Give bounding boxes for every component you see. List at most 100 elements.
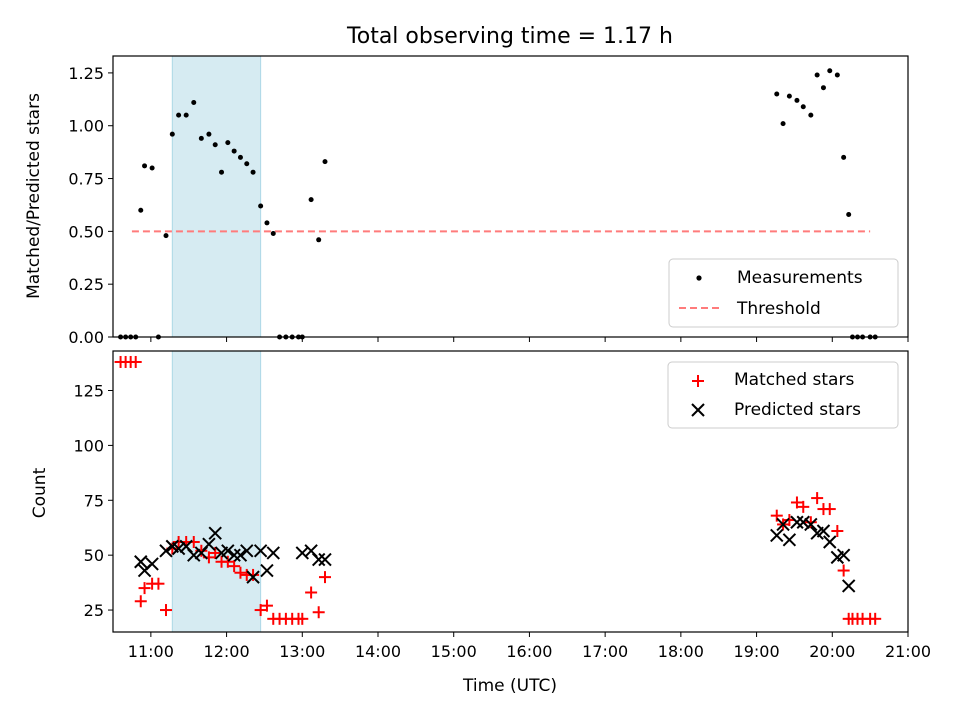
matched-star-point	[797, 500, 810, 513]
matched-star-point	[247, 568, 260, 581]
measurement-point	[322, 159, 328, 165]
measurement-point	[183, 112, 189, 118]
x-tick-label: 14:00	[355, 642, 401, 661]
top-y-tick-label: 1.25	[68, 64, 104, 83]
measurement-point	[827, 68, 833, 74]
matched-star-point	[319, 571, 331, 584]
top-shaded-interval	[171, 55, 262, 338]
measurement-point	[808, 112, 814, 118]
predicted-star-point	[776, 517, 790, 532]
predicted-star-point	[208, 526, 222, 540]
predicted-star-point	[171, 541, 186, 556]
predicted-star-point	[841, 579, 856, 593]
matched-star-point	[228, 560, 241, 573]
bottom-shaded-interval	[171, 350, 262, 633]
matched-star-point	[254, 604, 267, 617]
top-y-tick-label: 0.00	[68, 328, 104, 347]
legend-predicted-marker	[691, 403, 705, 417]
legend-matched-marker	[692, 375, 704, 387]
measurement-point	[231, 148, 237, 154]
matched-star-point	[138, 582, 151, 595]
measurement-point	[834, 72, 840, 78]
bottom-y-tick-label: 100	[73, 436, 104, 455]
x-tick-label: 16:00	[506, 642, 552, 661]
predicted-star-point	[227, 548, 241, 562]
predicted-star-point	[804, 517, 818, 532]
matched-star-point	[823, 503, 836, 516]
matched-star-point	[837, 564, 850, 577]
predicted-star-point	[266, 546, 280, 560]
matched-star-point	[260, 599, 273, 612]
top-y-axis-label: Matched/Predicted stars	[24, 93, 44, 299]
predicted-star-point	[836, 548, 851, 562]
top-y-tick-label: 0.75	[68, 170, 104, 189]
bottom-y-tick-label: 75	[84, 491, 104, 510]
measurement-point	[846, 211, 852, 217]
x-tick-label: 20:00	[809, 642, 855, 661]
predicted-star-point	[770, 528, 784, 543]
measurement-point	[264, 220, 270, 226]
matched-star-point	[296, 612, 309, 625]
measurement-point	[244, 161, 250, 167]
x-tick-label: 11:00	[128, 642, 174, 661]
measurement-point	[258, 203, 264, 209]
top-legend: Measurements Threshold	[668, 258, 899, 328]
bottom-y-tick-label: 50	[84, 546, 104, 565]
predicted-star-point	[134, 555, 148, 569]
legend-measurements-marker	[696, 275, 702, 281]
measurement-point	[206, 131, 212, 137]
matched-star-point	[134, 595, 147, 608]
matched-star-point	[811, 492, 824, 505]
legend-predicted-label: Predicted stars	[734, 400, 861, 420]
measurement-point	[794, 97, 800, 103]
measurement-point	[142, 163, 148, 169]
measurement-point	[308, 197, 314, 203]
legend-matched-label: Matched stars	[734, 370, 854, 390]
measurement-point	[237, 154, 243, 160]
predicted-star-point	[295, 546, 309, 560]
legend-threshold-label: Threshold	[736, 299, 821, 319]
predicted-star-point	[311, 552, 326, 567]
measurement-point	[198, 135, 204, 141]
predicted-star-point	[816, 524, 831, 538]
measurement-point	[163, 233, 169, 239]
matched-star-point	[234, 566, 247, 579]
measurement-point	[250, 169, 256, 175]
x-tick-label: 12:00	[204, 642, 250, 661]
measurement-point	[270, 230, 276, 236]
legend-measurements-label: Measurements	[737, 268, 863, 288]
measurement-point	[191, 99, 197, 105]
predicted-star-point	[240, 544, 254, 558]
measurement-point	[225, 140, 231, 146]
top-plot-frame	[112, 55, 909, 338]
matched-star-point	[152, 577, 165, 590]
predicted-star-point	[246, 570, 260, 584]
measurement-point	[786, 93, 792, 99]
measurement-point	[169, 131, 175, 137]
measurement-point	[820, 85, 826, 91]
predicted-star-point	[187, 548, 201, 562]
predicted-star-point	[253, 544, 268, 558]
measurement-point	[219, 169, 225, 175]
measurement-point	[316, 237, 322, 243]
predicted-star-point	[145, 557, 159, 571]
matched-star-point	[129, 355, 142, 368]
measurement-point	[780, 121, 786, 127]
measurement-point	[841, 154, 847, 160]
bottom-y-tick-label: 125	[73, 382, 104, 401]
matched-star-point	[831, 525, 844, 538]
top-y-tick-label: 0.50	[68, 222, 104, 241]
predicted-star-point	[796, 515, 810, 529]
matched-star-point	[770, 509, 783, 522]
measurement-point	[138, 207, 144, 213]
x-axis-label: Time (UTC)	[462, 676, 557, 696]
predicted-star-point	[159, 544, 173, 558]
matched-star-point	[790, 496, 803, 509]
x-tick-label: 13:00	[279, 642, 325, 661]
predicted-star-point	[318, 552, 332, 567]
bottom-y-axis-label: Count	[30, 467, 50, 518]
predicted-star-point	[202, 537, 216, 551]
bottom-legend: Matched stars Predicted stars	[667, 361, 899, 429]
measurement-point	[176, 112, 182, 118]
